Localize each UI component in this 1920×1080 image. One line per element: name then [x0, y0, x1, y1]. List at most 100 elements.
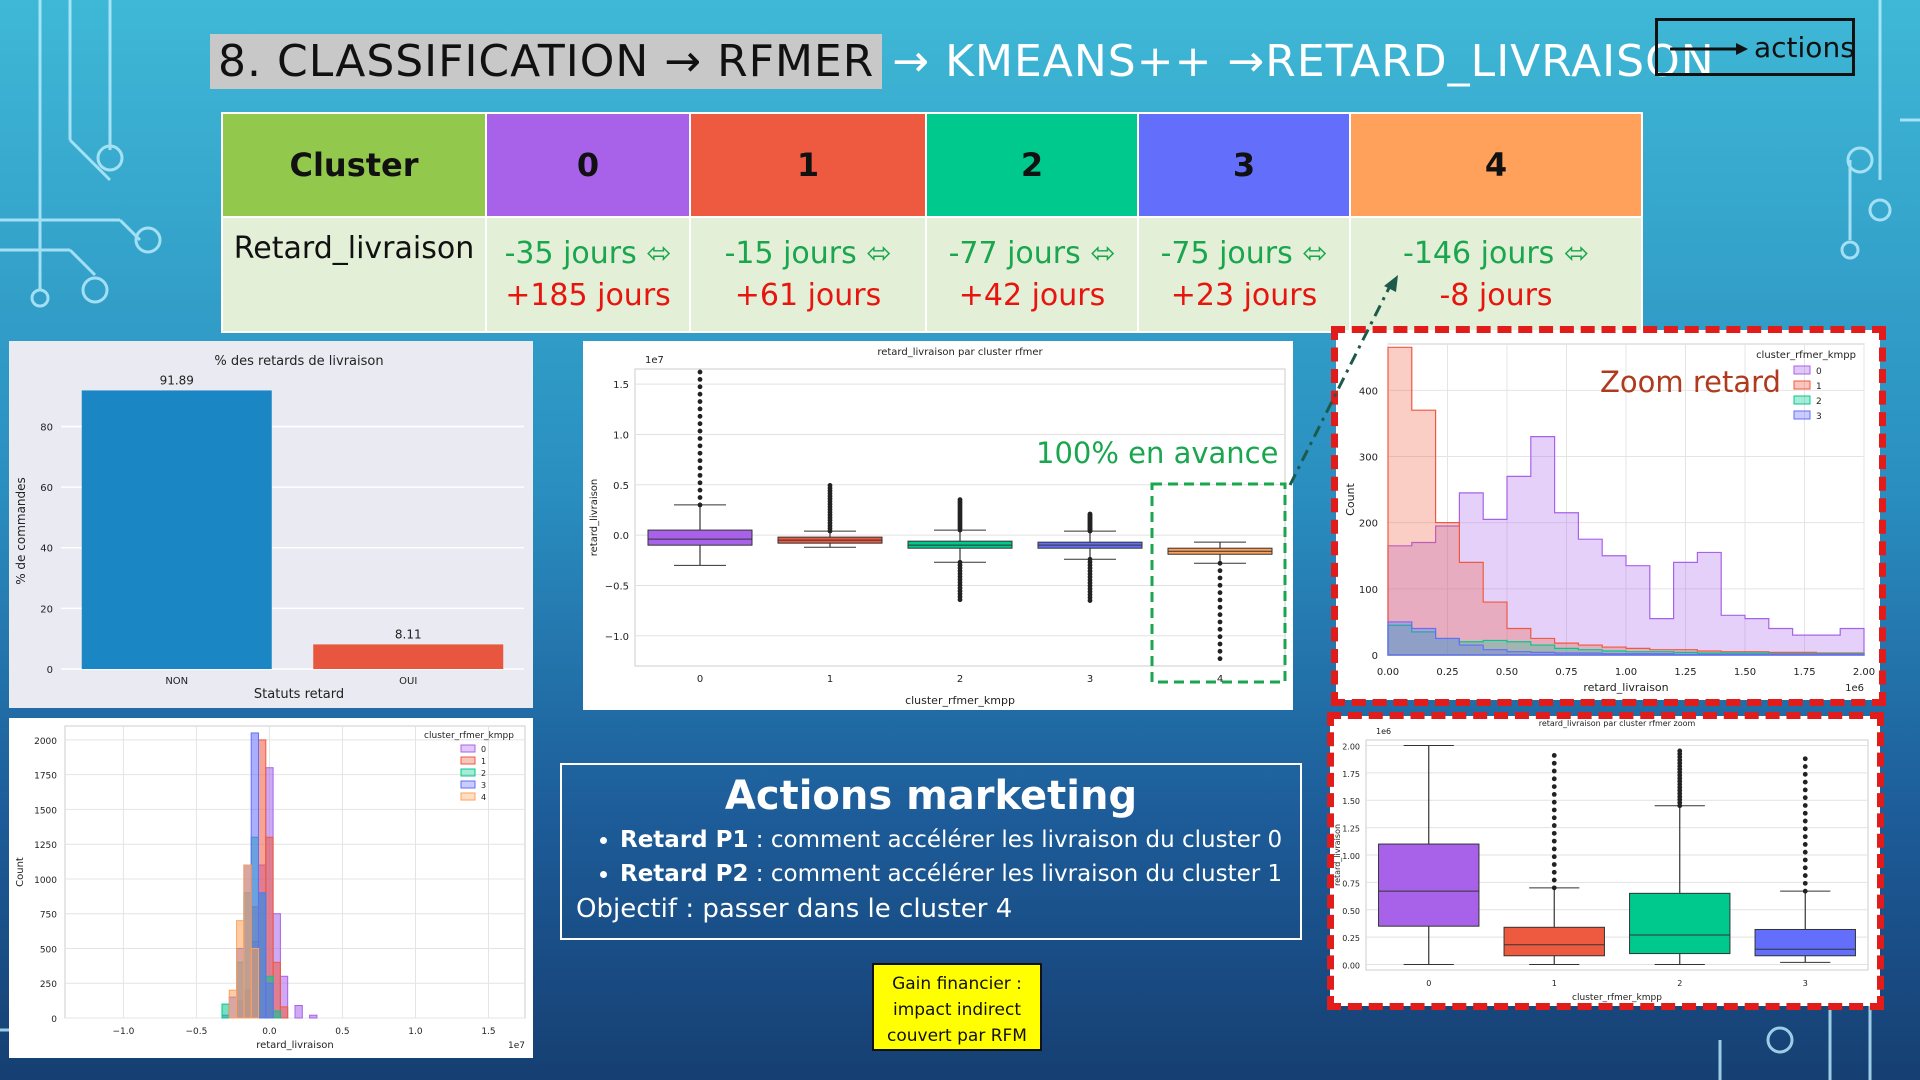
action-p2-text: : comment accélérer les livraison du clu… — [748, 861, 1283, 887]
range-low-1: -15 jours ⬄ — [724, 235, 892, 271]
action-item-p1: Retard P1 : comment accélérer les livrai… — [620, 823, 1300, 857]
outlier-0 — [697, 421, 703, 427]
y-tick-label: 1500 — [34, 806, 57, 816]
outlier-1 — [1551, 815, 1557, 821]
row-label-retard: Retard_livraison — [221, 216, 487, 333]
x-tick-label: 1.25 — [1674, 667, 1696, 678]
y-axis-label: Count — [15, 857, 26, 887]
cluster-header-3: 3 — [1137, 112, 1351, 218]
x-tick-label: 0.00 — [1377, 667, 1399, 678]
range-high-4: -8 jours — [1439, 277, 1553, 313]
outlier-4 — [1217, 590, 1223, 596]
outlier-0 — [697, 369, 703, 375]
scale-label: 1e7 — [508, 1041, 525, 1051]
actions-title: Actions marketing — [724, 773, 1138, 819]
y-tick-label: 1.25 — [1342, 825, 1360, 834]
outlier-1 — [1551, 799, 1557, 805]
legend-swatch-2 — [1793, 395, 1811, 405]
outlier-3 — [1802, 795, 1808, 801]
y-tick-label: 2000 — [34, 737, 57, 747]
x-tick-label: 4 — [1217, 674, 1223, 685]
outlier-1 — [1551, 776, 1557, 782]
outlier-0 — [697, 443, 703, 449]
bar-chart-panel: 0 20 40 60 80 % des retards de livraison Statu… — [9, 341, 533, 708]
x-tick-label: NON — [165, 676, 188, 687]
outlier-0 — [697, 377, 703, 382]
outlier-4 — [1217, 575, 1223, 581]
y-tick-label: 0.25 — [1342, 934, 1360, 943]
scale-label: 1e7 — [645, 355, 664, 366]
range-high-0: +185 jours — [505, 277, 671, 313]
action-item-p2: Retard P2 : comment accélérer les livrai… — [620, 857, 1300, 891]
x-tick-label: 0.0 — [262, 1027, 277, 1037]
y-tick-label: 100 — [1359, 585, 1378, 596]
legend-swatch-3 — [460, 780, 476, 789]
zoom-histogram-chart: 0 100 200 300 400 0.00 0.25 0.50 0.75 1.00 1.25 1.5… — [1344, 343, 1875, 694]
slide-title: 8. CLASSIFICATION → RFMER → KMEANS++ →RET… — [210, 34, 1715, 89]
y-tick-label: 2.00 — [1342, 742, 1360, 751]
hist-bar-4 — [243, 864, 252, 1019]
outlier-3 — [1802, 756, 1808, 762]
outlier-0 — [697, 458, 703, 464]
chart-title: retard_livraison par cluster rfmer zoom — [1539, 719, 1696, 728]
arrow-right-icon — [1670, 43, 1748, 55]
zoom-annotation: Zoom retard — [1600, 365, 1781, 399]
x-tick-label: 0.75 — [1555, 667, 1577, 678]
y-tick-label: 1.0 — [613, 430, 629, 441]
actions-marketing-box: Actions marketing Retard P1 : comment ac… — [560, 763, 1302, 940]
outlier-0 — [697, 384, 703, 390]
y-tick-label: 0.50 — [1342, 907, 1360, 916]
zoom-histogram-panel: 0 100 200 300 400 0.00 0.25 0.50 0.75 1.00 1.25 1.5… — [1336, 330, 1880, 700]
boxplot-chart: 1.5 1.0 0.5 0.0 −0.5 −1.0 retard_livraison par… — [589, 347, 1286, 707]
outlier-1 — [1551, 854, 1557, 860]
y-tick-label: 200 — [1359, 519, 1378, 530]
outlier-0 — [697, 399, 703, 404]
hist-bar-4 — [250, 947, 259, 1019]
hist-series-1 — [1387, 346, 1865, 656]
cluster4-highlight — [1150, 482, 1287, 684]
outlier-3 — [1802, 834, 1808, 840]
box-0 — [1378, 843, 1480, 927]
range-high-3: +23 jours — [1170, 277, 1318, 313]
x-tick-label: 1.75 — [1793, 667, 1815, 678]
outlier-1 — [1551, 791, 1557, 797]
y-axis-label: Count — [1344, 482, 1357, 515]
box-1 — [1503, 926, 1605, 957]
zoom-frame-bottom — [1327, 712, 1884, 1010]
box-2 — [907, 540, 1013, 549]
y-tick-label: 300 — [1359, 452, 1378, 463]
outlier-1 — [1551, 823, 1557, 828]
y-tick-label: 1000 — [34, 876, 57, 886]
y-tick-label: 1.75 — [1342, 770, 1360, 779]
outlier-1 — [1551, 877, 1557, 883]
outlier-4 — [1217, 619, 1223, 625]
legend-label-3: 3 — [481, 781, 486, 790]
outlier-2 — [1677, 748, 1683, 754]
legend-swatch-4 — [460, 792, 476, 801]
x-tick-label: 1.00 — [1615, 667, 1637, 678]
box-2 — [1629, 892, 1731, 955]
actions-legend: actions — [1655, 18, 1855, 76]
y-tick-label: 0 — [47, 665, 53, 676]
connector-line — [1288, 281, 1394, 486]
outlier-4 — [1217, 641, 1223, 647]
outlier-3 — [1802, 779, 1808, 785]
range-high-2: +42 jours — [958, 277, 1106, 313]
x-tick-label: 3 — [1087, 674, 1093, 685]
cluster-header-2: 2 — [925, 112, 1139, 218]
outlier-1 — [1551, 753, 1557, 758]
gain-box: Gain financier : impact indirect couvert… — [872, 963, 1042, 1051]
x-axis-label: retard_livraison — [1583, 681, 1668, 694]
bar-OUI — [313, 644, 504, 669]
legend-label-2: 2 — [1816, 397, 1822, 407]
cluster-header-label: Cluster — [221, 112, 487, 218]
zoom-frame-top — [1331, 326, 1886, 706]
legend-label-0: 0 — [481, 745, 486, 754]
range-cell-3: -75 jours ⬄ +23 jours — [1137, 216, 1351, 333]
y-axis-label: % de commandes — [14, 477, 28, 585]
x-tick-label: 2 — [1677, 979, 1682, 988]
chart-title: retard_livraison par cluster rfmer — [877, 347, 1043, 358]
y-tick-label: 0.75 — [1342, 879, 1360, 888]
outlier-1 — [1551, 885, 1557, 891]
